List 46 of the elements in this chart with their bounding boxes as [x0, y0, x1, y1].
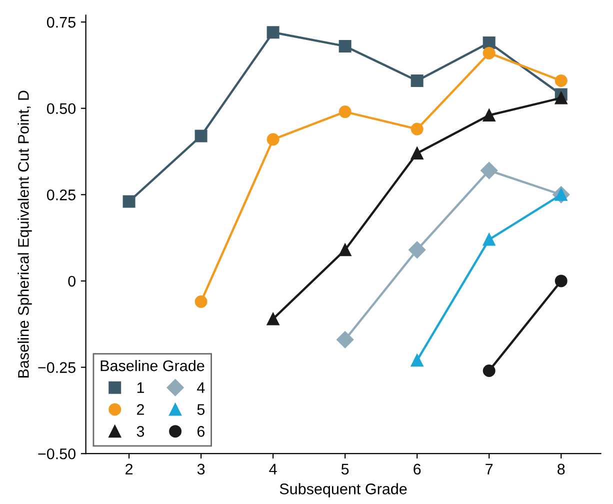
- x-tick-label: 8: [558, 464, 565, 475]
- legend-title: Baseline Grade: [100, 360, 204, 372]
- legend-label: 4: [197, 382, 205, 393]
- point: [482, 36, 496, 49]
- point: [554, 274, 568, 288]
- point: [122, 195, 136, 208]
- x-tick-label: 2: [126, 464, 133, 474]
- point: [338, 106, 352, 118]
- point: [194, 295, 208, 308]
- point: [194, 130, 208, 142]
- point: [266, 133, 280, 146]
- point: [410, 354, 424, 367]
- legend-label: 3: [136, 426, 144, 437]
- point: [266, 26, 280, 39]
- point: [482, 46, 496, 60]
- point: [336, 331, 354, 348]
- point: [410, 122, 424, 136]
- point: [266, 312, 280, 326]
- point: [338, 244, 352, 256]
- y-tick-label: −0.25: [38, 362, 76, 373]
- point: [410, 146, 424, 160]
- x-axis-title: Subsequent Grade: [280, 483, 407, 498]
- point: [482, 364, 496, 377]
- y-axis-title: Baseline Spherical Equivalent Cut Point, D: [18, 90, 32, 378]
- x-tick-label: 5: [341, 464, 349, 475]
- x-tick-label: 4: [269, 464, 277, 474]
- legend-label: 1: [137, 382, 144, 393]
- legend-label: 6: [197, 426, 204, 437]
- y-tick-label: 0.75: [46, 16, 76, 28]
- legend-label: 2: [137, 404, 144, 415]
- y-tick-label: 0.25: [46, 190, 76, 200]
- y-tick-label: 0.50: [46, 103, 76, 114]
- point: [554, 92, 568, 104]
- point: [482, 108, 496, 122]
- x-tick-label: 7: [486, 464, 493, 474]
- point: [408, 241, 426, 258]
- point: [410, 74, 424, 87]
- x-tick-label: 3: [197, 464, 205, 475]
- legend-label: 5: [197, 404, 205, 415]
- y-tick-label: 0: [68, 276, 76, 287]
- y-tick-label: −0.50: [38, 448, 76, 460]
- x-tick-label: 6: [414, 464, 421, 475]
- point: [338, 40, 352, 52]
- point: [554, 74, 568, 87]
- point: [480, 162, 498, 180]
- point: [482, 233, 496, 246]
